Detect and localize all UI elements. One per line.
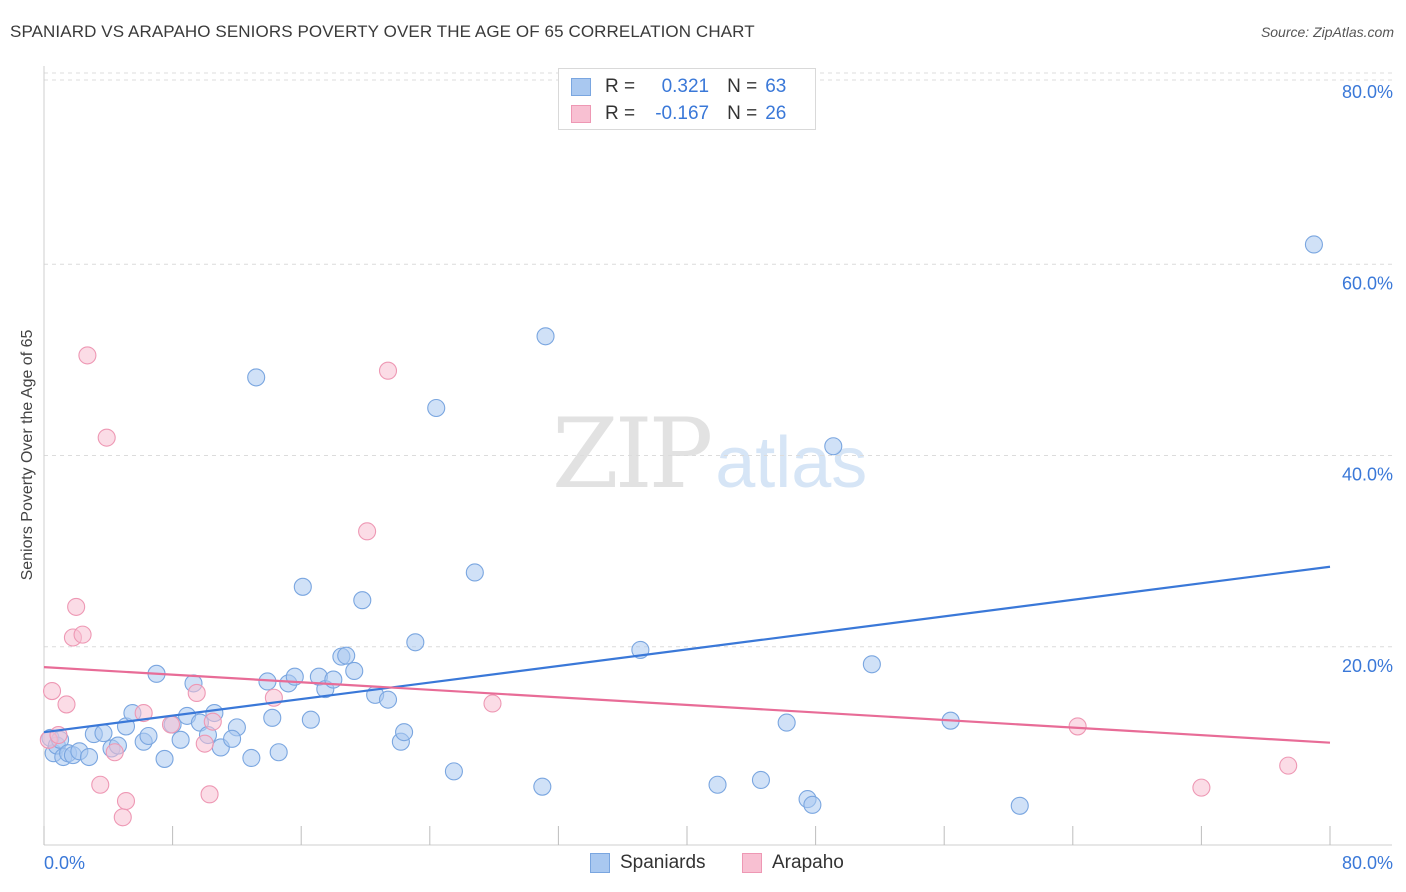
legend-n-value: 26: [765, 103, 787, 124]
legend-row-arapaho: R = -0.167 N = 26: [571, 102, 786, 126]
trend-line-arapaho: [43, 666, 1331, 744]
legend-swatch-spaniards: [571, 78, 591, 96]
data-point-arapaho: [91, 775, 110, 794]
data-point-spaniards: [353, 591, 372, 610]
data-point-arapaho: [134, 703, 153, 723]
data-point-spaniards: [803, 795, 822, 814]
data-point-arapaho: [378, 361, 398, 380]
chart-title: SPANIARD VS ARAPAHO SENIORS POVERTY OVER…: [10, 22, 755, 41]
series-label-spaniards: Spaniards: [620, 852, 706, 873]
data-point-arapaho: [483, 694, 502, 713]
data-point-spaniards: [263, 708, 282, 727]
data-point-spaniards: [223, 729, 242, 748]
data-point-arapaho: [97, 428, 116, 447]
y-tick-label: 60.0%: [1342, 273, 1393, 293]
y-tick-label: 40.0%: [1342, 465, 1393, 485]
data-point-arapaho: [116, 791, 136, 811]
data-point-spaniards: [777, 713, 796, 732]
data-point-spaniards: [536, 327, 555, 346]
data-point-spaniards: [301, 710, 320, 729]
source-label: Source: ZipAtlas.com: [1260, 24, 1394, 40]
series-swatch-spaniards: [590, 853, 610, 873]
data-point-spaniards: [94, 724, 113, 743]
data-point-spaniards: [395, 723, 414, 742]
series-swatch-arapaho: [742, 853, 762, 873]
data-point-arapaho: [358, 522, 377, 541]
legend-r-value: -0.167: [655, 103, 710, 124]
y-tick-label: 80.0%: [1342, 82, 1393, 102]
series-legend-spaniards: Spaniards: [590, 852, 706, 874]
data-point-spaniards: [337, 646, 356, 665]
data-point-arapaho: [1192, 778, 1211, 797]
legend-r-value: 0.321: [661, 76, 710, 97]
data-point-spaniards: [79, 747, 99, 767]
data-point-spaniards: [1304, 235, 1323, 254]
series-legend: Spaniards Arapaho: [0, 852, 1406, 876]
data-point-arapaho: [57, 695, 76, 714]
data-point-spaniards: [751, 770, 770, 790]
data-point-arapaho: [195, 734, 214, 753]
data-point-spaniards: [242, 748, 261, 768]
data-point-spaniards: [293, 577, 312, 596]
data-point-arapaho: [42, 681, 62, 701]
correlation-legend: R = 0.321 N = 63 R = -0.167 N = 26: [558, 68, 816, 130]
data-point-spaniards: [269, 743, 288, 762]
data-point-spaniards: [406, 633, 425, 652]
legend-r-label: R =: [605, 76, 636, 97]
data-point-arapaho: [73, 625, 92, 644]
data-point-arapaho: [203, 712, 222, 731]
trend-line-spaniards: [43, 565, 1331, 734]
data-point-arapaho: [1279, 756, 1298, 775]
data-point-arapaho: [67, 597, 86, 616]
data-point-spaniards: [444, 762, 463, 781]
data-point-arapaho: [78, 346, 97, 365]
data-point-spaniards: [1010, 796, 1029, 815]
data-point-spaniards: [171, 730, 190, 749]
data-point-arapaho: [161, 715, 181, 734]
data-point-spaniards: [708, 775, 727, 794]
legend-row-spaniards: R = 0.321 N = 63: [571, 75, 786, 99]
data-point-spaniards: [427, 398, 446, 418]
legend-n-label: N =: [727, 76, 758, 97]
x-tick-label-max: 80.0%: [1342, 853, 1393, 873]
series-legend-arapaho: Arapaho: [742, 852, 844, 874]
data-point-spaniards: [139, 726, 158, 746]
legend-swatch-arapaho: [571, 105, 591, 123]
data-point-spaniards: [378, 690, 398, 709]
data-point-spaniards: [862, 655, 881, 674]
y-tick-label: 20.0%: [1342, 656, 1393, 676]
data-point-spaniards: [155, 749, 174, 768]
data-point-arapaho: [187, 683, 206, 703]
data-point-arapaho: [113, 808, 132, 827]
legend-n-value: 63: [765, 76, 787, 97]
legend-r-label: R =: [605, 103, 636, 124]
data-point-spaniards: [533, 777, 552, 796]
data-point-spaniards: [345, 661, 364, 681]
x-tick-label-min: 0.0%: [44, 853, 85, 873]
data-point-spaniards: [824, 437, 843, 456]
legend-n-label: N =: [727, 103, 758, 124]
data-point-spaniards: [465, 563, 484, 582]
data-point-spaniards: [247, 368, 266, 387]
series-label-arapaho: Arapaho: [772, 852, 844, 873]
data-point-arapaho: [200, 785, 219, 804]
data-point-arapaho: [105, 743, 124, 762]
